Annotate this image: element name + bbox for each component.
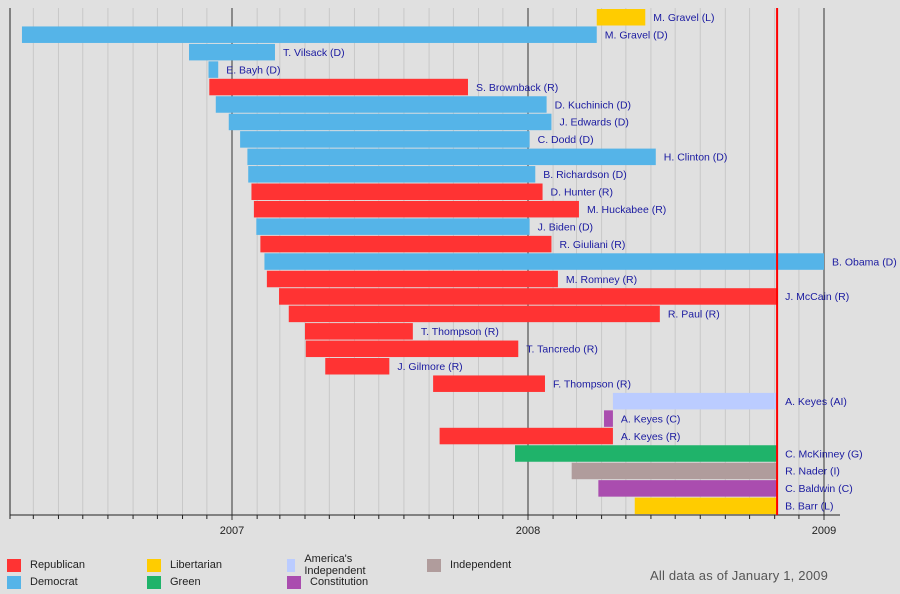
candidate-bar (634, 497, 778, 515)
candidate-label: A. Keyes (R) (621, 431, 681, 443)
candidate-bar (228, 113, 552, 131)
candidate-label: T. Tancredo (R) (526, 344, 598, 356)
legend-item: America's Independent (287, 553, 371, 577)
candidate-label: C. McKinney (G) (785, 448, 863, 460)
x-tick-label: 2007 (220, 525, 244, 537)
candidate-label: R. Nader (I) (785, 466, 840, 478)
legend-label: Democrat (30, 576, 78, 588)
legend-swatch (7, 575, 21, 589)
candidate-bar (266, 270, 558, 288)
candidate-bar (208, 61, 219, 78)
legend-label: America's Independent (304, 553, 366, 577)
legend-label: Constitution (310, 576, 369, 588)
legend-swatch (7, 558, 21, 572)
legend-item: Independent (427, 557, 511, 573)
candidate-bar (247, 148, 656, 166)
candidate-label: F. Thompson (R) (553, 378, 631, 390)
candidate-label: A. Keyes (AI) (785, 396, 847, 408)
legend-label: Libertarian (170, 559, 222, 571)
candidate-label: A. Keyes (C) (621, 413, 681, 425)
candidate-bar (604, 410, 613, 427)
candidate-bar (598, 480, 778, 497)
legend-item: Constitution (287, 574, 368, 590)
legend-swatch (287, 575, 301, 589)
candidate-bar (325, 358, 390, 375)
candidate-label: R. Giuliani (R) (559, 239, 625, 251)
candidate-bar (612, 392, 778, 410)
candidate-bar (253, 200, 579, 218)
candidate-bar (189, 43, 275, 61)
candidate-bar (288, 305, 660, 323)
legend-swatch (287, 558, 296, 572)
legend-swatch (147, 575, 161, 589)
candidate-bar (260, 235, 552, 253)
candidate-label: M. Huckabee (R) (587, 204, 666, 216)
candidate-label: D. Kuchinich (D) (555, 99, 631, 111)
candidate-label: M. Romney (R) (566, 274, 637, 286)
candidate-bar (248, 166, 536, 183)
candidate-label: J. Edwards (D) (559, 117, 628, 129)
candidate-label: M. Gravel (D) (605, 29, 668, 41)
legend-swatch (147, 558, 161, 572)
candidate-label: C. Dodd (D) (538, 134, 594, 146)
legend-item: Libertarian (147, 557, 222, 573)
legend-label: Independent (450, 559, 512, 571)
candidate-bar (240, 131, 530, 148)
legend-item: Democrat (7, 574, 78, 590)
candidate-label: T. Thompson (R) (421, 326, 499, 338)
candidate-bar (279, 288, 778, 305)
candidate-label: D. Hunter (R) (551, 187, 613, 199)
candidate-label: E. Bayh (D) (226, 64, 280, 76)
x-tick-label: 2009 (812, 525, 836, 537)
x-tick-label: 2008 (516, 525, 540, 537)
candidate-label: B. Richardson (D) (543, 169, 626, 181)
candidate-bar (571, 462, 778, 480)
candidate-bar (439, 427, 613, 445)
candidate-bar (209, 78, 468, 96)
legend-label: Republican (30, 559, 86, 571)
candidate-label: J. McCain (R) (785, 291, 849, 303)
legend-item: Green (147, 574, 201, 590)
candidate-bar (433, 375, 545, 392)
candidate-label: J. Gilmore (R) (397, 361, 462, 373)
candidate-bar (596, 9, 646, 26)
candidate-bar (515, 445, 778, 462)
candidate-label: C. Baldwin (C) (785, 483, 853, 495)
candidate-bar (264, 253, 824, 270)
candidate-label: R. Paul (R) (668, 309, 720, 321)
candidate-label: M. Gravel (L) (653, 12, 714, 24)
candidate-bar (305, 340, 519, 358)
candidate-label: H. Clinton (D) (664, 152, 728, 164)
candidate-label: B. Obama (D) (832, 256, 897, 268)
candidate-bar (256, 218, 530, 235)
legend-label: Green (170, 576, 201, 588)
legend-item: Republican (7, 557, 85, 573)
data-note: All data as of January 1, 2009 (650, 568, 829, 583)
candidate-bar (251, 183, 543, 200)
candidate-bar (304, 323, 413, 340)
candidate-bar (21, 26, 597, 43)
candidate-label: T. Vilsack (D) (283, 47, 345, 59)
candidate-label: B. Barr (L) (785, 501, 833, 513)
legend-swatch (427, 558, 441, 572)
candidate-label: S. Brownback (R) (476, 82, 558, 94)
candidate-label: J. Biden (D) (538, 221, 593, 233)
candidate-bar (215, 96, 547, 113)
